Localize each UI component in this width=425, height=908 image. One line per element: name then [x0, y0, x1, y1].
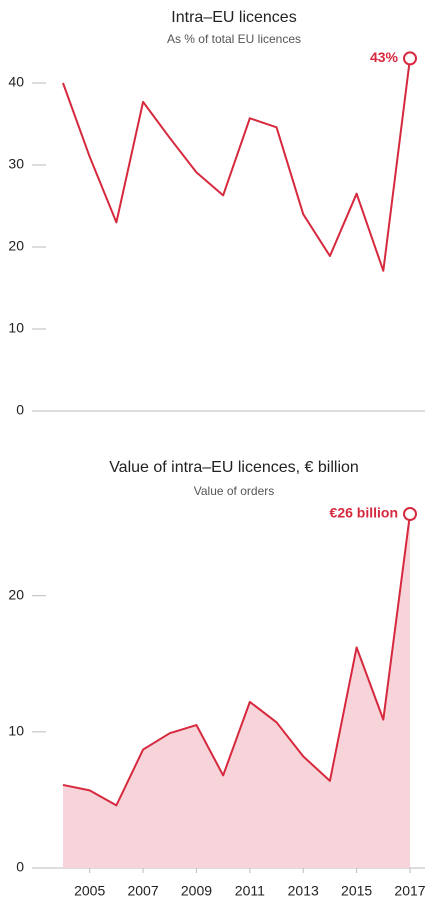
- y-tick-label: 20: [8, 586, 24, 602]
- end-marker: [403, 507, 417, 521]
- x-tick-label: 2015: [341, 883, 372, 899]
- y-tick-label: 0: [16, 402, 24, 418]
- line: [62, 58, 411, 272]
- end-marker: [403, 51, 417, 66]
- area: [63, 514, 410, 868]
- line: [62, 513, 411, 807]
- chart-title: Value of intra–EU licences, € billion: [109, 459, 359, 476]
- value-label: 43%: [370, 49, 399, 65]
- chart-subtitle: Value of orders: [194, 484, 275, 498]
- x-tick-label: 2017: [394, 883, 425, 899]
- x-tick-label: 2007: [127, 883, 158, 899]
- chart-subtitle: As % of total EU licences: [167, 32, 301, 46]
- value-label: €26 billion: [330, 505, 398, 521]
- x-tick-label: 2009: [181, 883, 212, 899]
- y-tick-label: 0: [16, 859, 24, 875]
- y-tick-label: 20: [8, 238, 24, 254]
- x-tick-label: 2011: [235, 883, 265, 899]
- y-tick-label: 40: [8, 74, 24, 90]
- y-tick-label: 30: [8, 156, 24, 172]
- chart-title: Intra–EU licences: [171, 9, 296, 26]
- x-tick-label: 2005: [74, 883, 105, 899]
- y-tick-label: 10: [8, 320, 24, 336]
- x-tick-label: 2013: [288, 883, 319, 899]
- y-tick-label: 10: [8, 723, 24, 739]
